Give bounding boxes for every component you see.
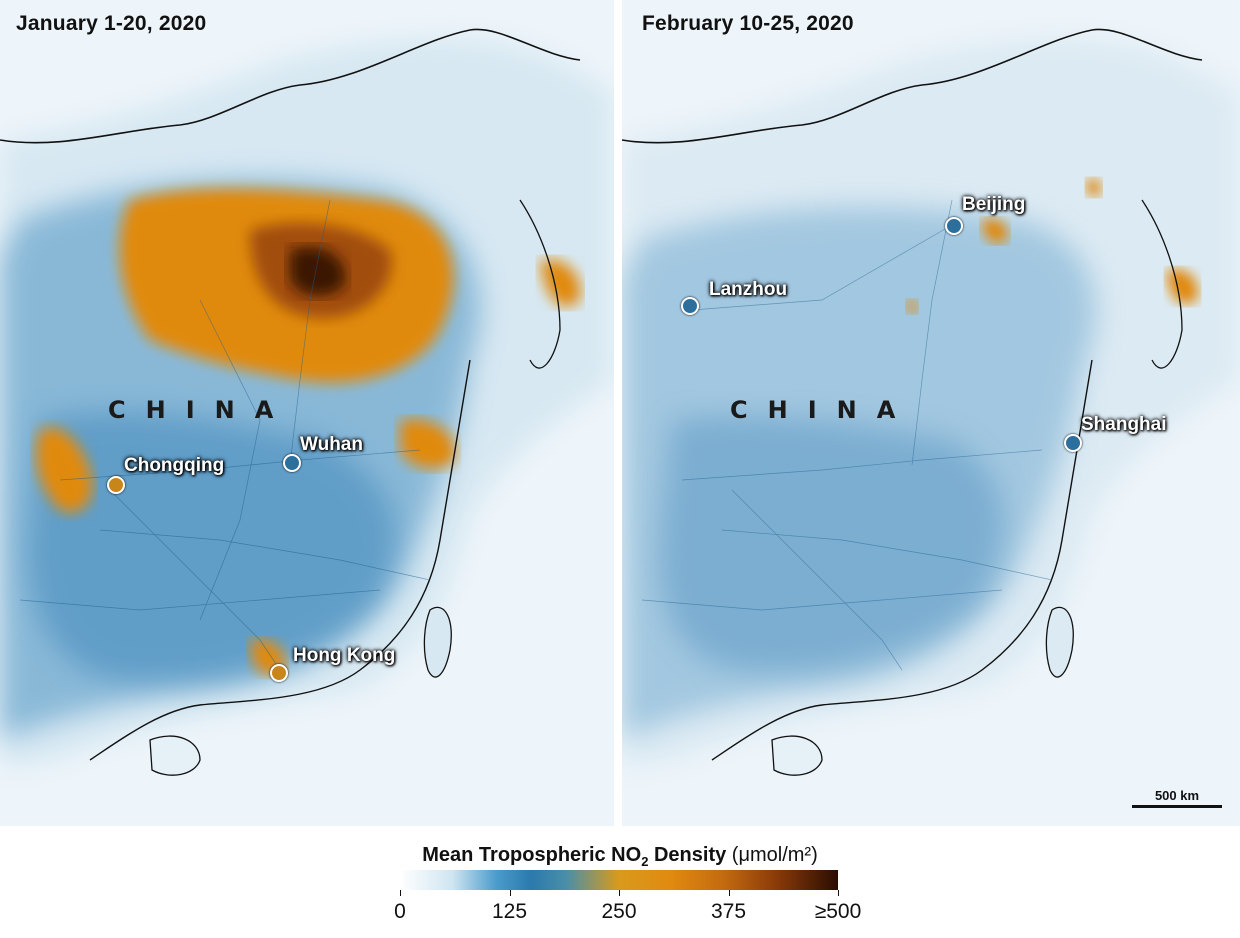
legend-tick-label: 125: [491, 900, 528, 923]
city-label-lanzhou: Lanzhou: [709, 279, 788, 300]
legend: Mean Tropospheric NO2 Density (μmol/m²) …: [0, 826, 1240, 938]
legend-tick-mark: [619, 890, 620, 896]
no2-map-january: [0, 28, 614, 776]
legend-title-subscript: 2: [641, 854, 649, 869]
scale-bar: 500 km: [1132, 788, 1222, 808]
legend-tick-mark: [728, 890, 730, 896]
country-label: CHINA: [108, 396, 294, 424]
legend-tick-label: 375: [710, 900, 747, 923]
city-marker-lanzhou: [681, 297, 699, 315]
scale-bar-label: 500 km: [1154, 788, 1200, 803]
country-label: CHINA: [730, 396, 916, 424]
panel-divider: [614, 0, 622, 826]
legend-title-rest: Density: [648, 844, 727, 866]
scale-bar-line: [1132, 805, 1222, 808]
legend-tick-mark: [509, 890, 511, 896]
city-label-hong-kong: Hong Kong: [293, 645, 396, 666]
city-marker-wuhan: [283, 454, 301, 472]
city-marker-chongqing: [107, 476, 125, 494]
city-marker-beijing: [945, 217, 963, 235]
city-marker-hong-kong: [270, 664, 288, 682]
legend-tick-label: ≥500: [814, 900, 862, 923]
city-label-chongqing: Chongqing: [124, 455, 225, 476]
city-label-wuhan: Wuhan: [300, 434, 363, 455]
legend-color-bar: [400, 870, 838, 890]
legend-title-main: Mean Tropospheric NO: [422, 844, 642, 866]
no2-map-february: [622, 28, 1240, 776]
map-panel-february: February 10-25, 2020 CHINA Beijing Lanzh…: [622, 0, 1240, 826]
city-label-beijing: Beijing: [962, 194, 1026, 215]
period-title: February 10-25, 2020: [642, 12, 854, 35]
map-panel-january: January 1-20, 2020 CHINA Chongqing Wuhan…: [0, 0, 614, 826]
period-title: January 1-20, 2020: [16, 12, 207, 35]
legend-tick-label: 0: [394, 900, 406, 923]
legend-tick-mark: [400, 890, 401, 896]
city-marker-shanghai: [1064, 434, 1082, 452]
legend-title: Mean Tropospheric NO2 Density (μmol/m²): [0, 844, 1240, 869]
city-label-shanghai: Shanghai: [1081, 414, 1167, 435]
legend-tick-mark: [838, 890, 839, 896]
legend-tick-label: 250: [601, 900, 637, 923]
legend-units: (μmol/m²): [731, 844, 818, 866]
